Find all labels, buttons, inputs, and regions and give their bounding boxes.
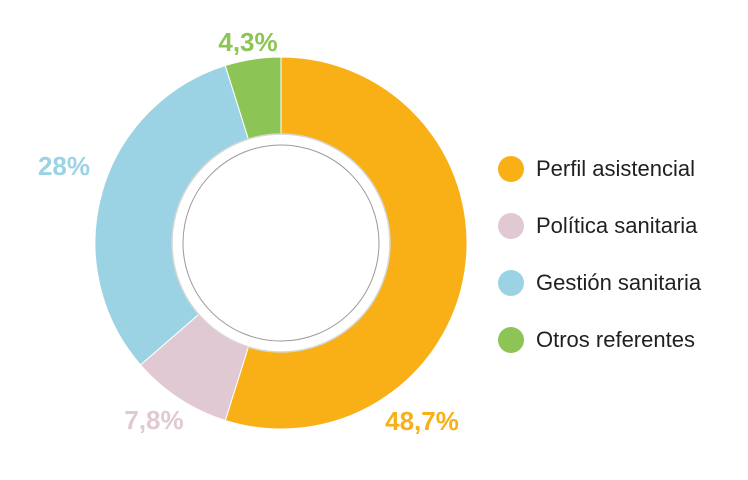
donut-slices: [94, 56, 468, 430]
legend-item: Perfil asistencial: [498, 140, 701, 197]
donut-inner-ring-line: [182, 144, 380, 342]
data-label: 48,7%: [385, 406, 459, 436]
legend-swatch: [498, 269, 524, 296]
legend-label: Política sanitaria: [536, 212, 698, 238]
legend-item: Gestión sanitaria: [498, 254, 701, 311]
legend-swatch: [498, 212, 524, 239]
data-labels: 48,7% 7,8% 28% 4,3%: [38, 27, 459, 436]
legend: Perfil asistencial Política sanitaria Ge…: [498, 140, 701, 368]
legend-label: Perfil asistencial: [536, 155, 695, 181]
legend-item: Política sanitaria: [498, 197, 701, 254]
legend-item: Otros referentes: [498, 311, 701, 368]
data-label: 4,3%: [218, 27, 277, 57]
data-label: 28%: [38, 151, 90, 181]
data-label: 7,8%: [124, 405, 183, 435]
legend-label: Otros referentes: [536, 326, 695, 352]
legend-swatch: [498, 155, 524, 182]
legend-label: Gestión sanitaria: [536, 269, 702, 295]
legend-swatch: [498, 326, 524, 353]
